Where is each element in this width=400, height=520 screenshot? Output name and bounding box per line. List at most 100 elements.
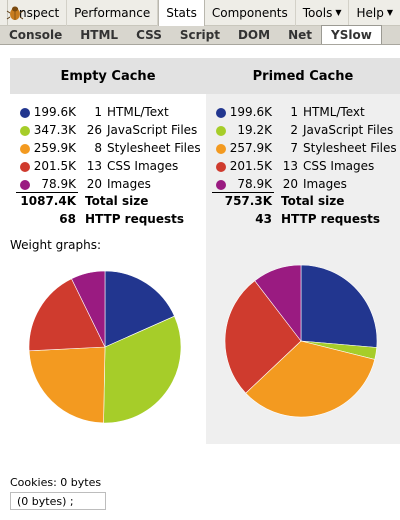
stat-row: 78.9K 20 Images (206, 176, 400, 194)
stat-count: 26 (86, 123, 102, 137)
menu-help[interactable]: Help ▼ (349, 0, 400, 26)
stat-count: 13 (282, 159, 298, 173)
primed-cache-pie-chart (224, 264, 378, 418)
stat-row: 78.9K 20 Images (10, 176, 204, 194)
menu-label: Tools (302, 5, 333, 20)
stat-label: Stylesheet Files (303, 141, 397, 155)
menu-components[interactable]: Components (205, 0, 296, 26)
total-divider (16, 192, 78, 193)
total-size-label: Total size (85, 194, 149, 208)
http-requests-value: 43 (255, 212, 272, 226)
menu-performance[interactable]: Performance (67, 0, 159, 26)
menu-inspect[interactable]: Inspect (8, 0, 68, 26)
tab-label: YSlow (331, 28, 372, 42)
stat-count: 20 (282, 177, 298, 191)
tab-dom[interactable]: DOM (229, 26, 279, 44)
legend-dot (20, 144, 30, 154)
yslow-menubar: Inspect Performance Stats Components Too… (0, 0, 400, 26)
stat-size: 259.9K (33, 141, 76, 155)
pie-slice-css-images (224, 280, 302, 394)
stat-label: HTML/Text (303, 105, 365, 119)
pie-slice-html-text (104, 270, 175, 348)
http-requests-label: HTTP requests (85, 212, 185, 226)
stat-count: 20 (86, 177, 102, 191)
pie-slice-javascript-files (103, 315, 182, 424)
menu-label: Performance (74, 5, 151, 20)
menu-label: Stats (166, 5, 197, 20)
weight-graphs-heading: Weight graphs: (10, 238, 102, 252)
stat-row: 201.5K 13 CSS Images (206, 158, 400, 176)
menu-stats[interactable]: Stats (158, 0, 205, 26)
stat-label: Images (303, 177, 347, 191)
tab-html[interactable]: HTML (71, 26, 127, 44)
stat-count: 7 (290, 141, 298, 155)
tab-yslow[interactable]: YSlow (321, 25, 382, 44)
total-size-value: 757.3K (224, 194, 272, 208)
menu-label: Help (356, 5, 384, 20)
menu-tools[interactable]: Tools ▼ (296, 0, 350, 26)
cookies-value: (0 bytes) ; (10, 492, 106, 510)
stat-row: 201.5K 13 CSS Images (10, 158, 204, 176)
primed-cache-heading: Primed Cache (206, 58, 400, 94)
total-size-value: 1087.4K (20, 194, 76, 208)
stat-size: 201.5K (229, 159, 272, 173)
stat-label: JavaScript Files (303, 123, 394, 137)
stat-count: 8 (94, 141, 102, 155)
stat-row: 347.3K 26 JavaScript Files (10, 122, 204, 140)
stat-size: 78.9K (41, 177, 76, 191)
pie-slice-stylesheet-files (245, 340, 376, 418)
pie-slice-stylesheet-files (28, 346, 106, 424)
stat-row: 199.6K 1 HTML/Text (10, 104, 204, 122)
tab-net[interactable]: Net (279, 26, 321, 44)
stat-size: 347.3K (33, 123, 76, 137)
empty-cache-heading: Empty Cache (10, 58, 206, 94)
legend-dot (216, 126, 226, 136)
legend-dot (216, 108, 226, 118)
stat-label: CSS Images (303, 159, 375, 173)
caret-down-icon: ▼ (335, 8, 342, 17)
pie-slice-images (71, 270, 106, 348)
legend-dot (216, 180, 226, 190)
tab-console[interactable]: Console (0, 26, 71, 44)
firebug-icon[interactable] (0, 0, 24, 26)
tab-css[interactable]: CSS (127, 26, 171, 44)
http-requests-row: 43 HTTP requests (206, 211, 400, 229)
caret-down-icon: ▼ (386, 8, 393, 17)
stat-size: 199.6K (229, 105, 272, 119)
total-size-row: 1087.4K Total size (10, 193, 204, 211)
stat-row: 19.2K 2 JavaScript Files (206, 122, 400, 140)
stat-label: JavaScript Files (107, 123, 198, 137)
http-requests-row: 68 HTTP requests (10, 211, 204, 229)
empty-cache-pie-chart (28, 270, 182, 424)
menu-label: Inspect (15, 5, 60, 20)
stat-label: HTML/Text (107, 105, 169, 119)
tab-label: Net (288, 28, 312, 42)
legend-dot (216, 162, 226, 172)
tab-label: CSS (136, 28, 162, 42)
total-divider (212, 192, 274, 193)
menu-label: Components (211, 5, 288, 20)
stat-row: 199.6K 1 HTML/Text (206, 104, 400, 122)
http-requests-value: 68 (59, 212, 76, 226)
stat-count: 13 (86, 159, 102, 173)
stat-size: 19.2K (237, 123, 272, 137)
cookies-label: Cookies: 0 bytes (10, 476, 102, 489)
legend-dot (20, 180, 30, 190)
legend-dot (20, 126, 30, 136)
stat-count: 1 (94, 105, 102, 119)
tab-label: Script (179, 28, 220, 42)
primed-cache-stats: 199.6K 1 HTML/Text 19.2K 2 JavaScript Files 25… (206, 104, 400, 232)
stat-label: Images (107, 177, 151, 191)
tab-label: Console (9, 28, 63, 42)
legend-dot (20, 162, 30, 172)
pie-slice-html-text (300, 264, 378, 348)
http-requests-label: HTTP requests (281, 212, 381, 226)
stat-row: 259.9K 8 Stylesheet Files (10, 140, 204, 158)
stat-label: Stylesheet Files (107, 141, 201, 155)
pie-slice-images (254, 264, 302, 342)
tab-script[interactable]: Script (171, 26, 229, 44)
tab-label: HTML (80, 28, 119, 42)
legend-dot (20, 108, 30, 118)
stat-label: CSS Images (107, 159, 179, 173)
